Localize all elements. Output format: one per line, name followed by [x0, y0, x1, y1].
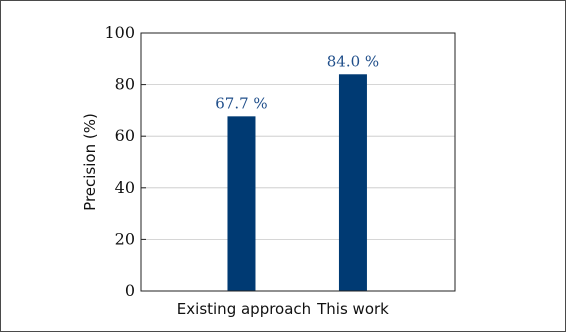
- y-tick-label: 20: [115, 229, 135, 248]
- y-tick-label: 0: [125, 281, 135, 300]
- y-tick-label: 40: [115, 178, 135, 197]
- y-tick-layer: 0 20 40 60 80 100: [104, 23, 146, 300]
- bar: [227, 116, 255, 291]
- x-category-label: Existing approach: [177, 300, 311, 318]
- y-axis-title: Precision (%): [81, 113, 99, 211]
- data-label: 67.7 %: [215, 94, 267, 112]
- grid-layer: [141, 85, 455, 240]
- x-category-label: This work: [316, 300, 389, 318]
- y-tick-label: 60: [115, 126, 135, 145]
- bar: [339, 74, 367, 291]
- y-tick-label: 80: [115, 75, 135, 94]
- y-tick-label: 100: [104, 23, 135, 42]
- plot-area: [141, 33, 455, 291]
- data-label: 84.0 %: [327, 52, 379, 70]
